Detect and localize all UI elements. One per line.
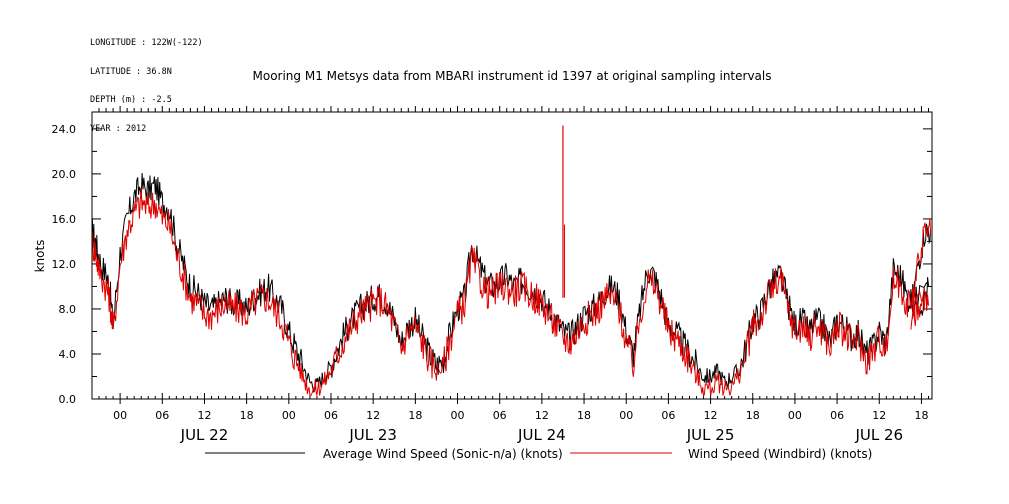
- x-hour-label: 00: [113, 409, 127, 422]
- x-hour-label: 00: [619, 409, 633, 422]
- x-hour-label: 06: [661, 409, 675, 422]
- y-tick-label: 0.0: [59, 393, 77, 406]
- x-hour-label: 00: [788, 409, 802, 422]
- y-tick-label: 8.0: [59, 303, 77, 316]
- plot-frame: [91, 111, 933, 400]
- y-axis-label: knots: [33, 240, 47, 273]
- legend-label-windbird: Wind Speed (Windbird) (knots): [688, 447, 872, 461]
- x-day-label: JUL 26: [854, 426, 903, 444]
- y-tick-label: 12.0: [52, 258, 77, 271]
- x-hour-label: 18: [240, 409, 254, 422]
- y-tick-label: 4.0: [59, 348, 77, 361]
- x-hour-label: 00: [282, 409, 296, 422]
- axes-group: 0.0 4.0 8.0 12.0 16.0 20.0 24.0 00 06 12 18 00 06 12 1…: [52, 106, 932, 444]
- legend: Average Wind Speed (Sonic-n/a) (knots) W…: [205, 447, 872, 461]
- x-hour-label: 06: [830, 409, 844, 422]
- x-hour-label: 12: [366, 409, 380, 422]
- y-tick-label: 20.0: [52, 168, 77, 181]
- x-hour-label: 12: [535, 409, 549, 422]
- chart-title: Mooring M1 Metsys data from MBARI instru…: [253, 69, 772, 83]
- x-hour-label: 06: [155, 409, 169, 422]
- x-hour-label: 18: [914, 409, 928, 422]
- latitude-text: LATITUDE : 36.8N: [90, 66, 172, 77]
- x-day-label: JUL 22: [180, 426, 229, 444]
- x-hour-label: 12: [872, 409, 886, 422]
- x-hour-label: 06: [324, 409, 338, 422]
- longitude-text: LONGITUDE : 122W(-122): [90, 38, 203, 48]
- x-hour-label: 12: [197, 409, 211, 422]
- series-line-average: [91, 172, 932, 393]
- x-day-label: JUL 24: [517, 426, 566, 444]
- x-hour-label: 00: [451, 409, 465, 422]
- series-line-windbird: [91, 187, 932, 397]
- x-hour-label: 18: [577, 409, 591, 422]
- series-layer: [91, 125, 932, 397]
- legend-label-average: Average Wind Speed (Sonic-n/a) (knots): [323, 447, 563, 461]
- y-tick-label: 16.0: [52, 213, 77, 226]
- x-hour-label: 18: [408, 409, 422, 422]
- x-hour-label: 12: [704, 409, 718, 422]
- x-day-label: JUL 25: [686, 426, 735, 444]
- x-day-label: JUL 23: [348, 426, 397, 444]
- depth-text: DEPTH (m) : -2.5: [90, 95, 172, 105]
- x-hour-label: 06: [493, 409, 507, 422]
- y-tick-label: 24.0: [52, 123, 77, 136]
- x-hour-label: 18: [746, 409, 760, 422]
